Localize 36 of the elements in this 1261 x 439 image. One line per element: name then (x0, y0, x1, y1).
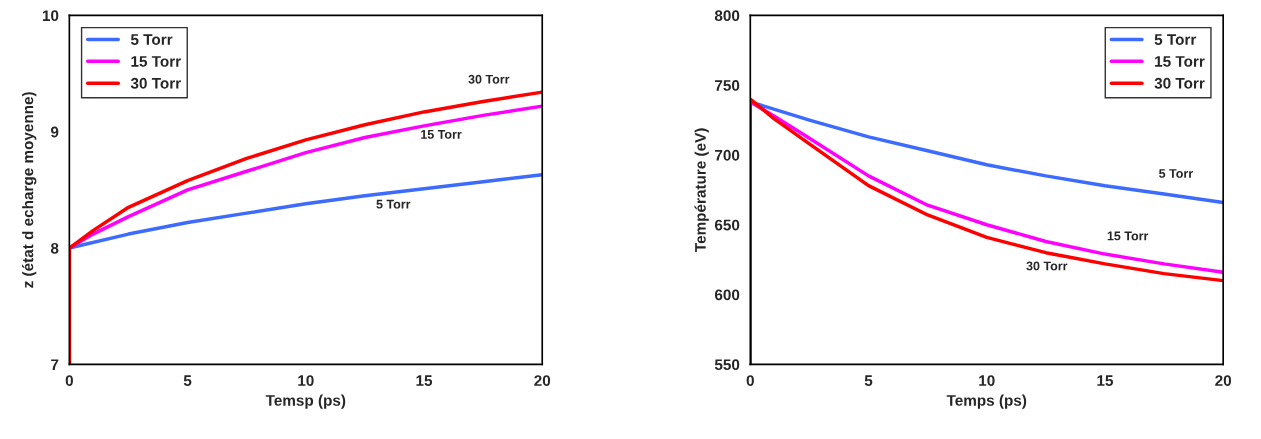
x-tick-label: 15 (416, 375, 433, 387)
annotation: 15 Torr (1107, 231, 1149, 241)
y-tick-label: 700 (715, 149, 740, 161)
x-tick-label: 0 (65, 375, 73, 387)
x-axis-title: Temps (ps) (946, 394, 1027, 409)
x-tick-label: 10 (298, 375, 314, 387)
legend-label: 15 Torr (1155, 56, 1205, 67)
y-axis-title: z (état d echarge moyenne) (21, 92, 37, 288)
legend-label: 30 Torr (130, 77, 181, 89)
y-axis-title: Température (eV) (694, 128, 709, 252)
legend-label: 5 Torr (130, 34, 173, 45)
legend-label: 15 Torr (131, 56, 181, 67)
y-tick-label: 750 (715, 80, 740, 91)
x-tick-label: 15 (1097, 375, 1114, 387)
y-tick-label: 7 (51, 359, 59, 370)
annotation: 30 Torr (1026, 261, 1068, 271)
x-tick-label: 20 (1215, 375, 1232, 387)
annotation: 15 Torr (421, 130, 462, 139)
y-tick-label: 600 (714, 289, 740, 301)
x-axis-title: Temsp (ps) (265, 394, 346, 409)
x-tick-label: 5 (864, 375, 873, 387)
y-tick-label: 800 (714, 10, 740, 22)
y-tick-label: 8 (50, 242, 59, 254)
y-tick-label: 650 (714, 219, 740, 231)
y-tick-label: 550 (714, 359, 740, 371)
y-tick-label: 9 (50, 126, 59, 138)
annotation: 5 Torr (1159, 169, 1193, 178)
legend-label: 30 Torr (1154, 77, 1205, 89)
x-tick-label: 5 (183, 375, 192, 387)
x-tick-label: 10 (979, 375, 995, 387)
x-tick-label: 0 (746, 375, 754, 387)
legend-label: 5 Torr (1154, 34, 1197, 45)
x-tick-label: 20 (534, 375, 551, 387)
annotation: 5 Torr (376, 199, 411, 209)
annotation: 30 Torr (468, 74, 510, 84)
y-tick-label: 10 (42, 10, 59, 22)
